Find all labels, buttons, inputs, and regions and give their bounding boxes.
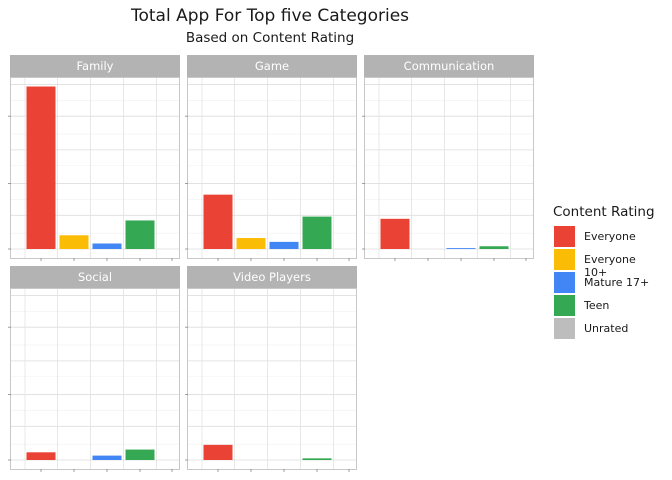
bar <box>380 218 410 249</box>
facet-strip-label: Social <box>10 266 180 288</box>
facet-strip-label: Communication <box>364 55 534 77</box>
bar <box>302 216 332 249</box>
legend-label: Mature 17+ <box>584 276 650 289</box>
chart-title: Total App For Top five Categories <box>130 6 410 26</box>
bar <box>125 449 155 460</box>
facet-chart-svg <box>185 78 356 261</box>
legend-swatch <box>554 226 575 247</box>
facet-chart-svg <box>185 289 356 472</box>
facet-strip-label: Video Players <box>187 266 357 288</box>
legend-label: Everyone 10+ <box>584 253 636 279</box>
bar <box>26 86 56 249</box>
bar <box>446 248 476 249</box>
legend-item: Everyone 10+ <box>553 249 655 279</box>
legend-title: Content Rating <box>553 204 655 220</box>
bar <box>236 238 266 249</box>
bar <box>125 220 155 249</box>
legend-item: Teen <box>553 295 655 318</box>
facet-plot-area <box>10 288 180 470</box>
legend-label: Teen <box>584 299 610 312</box>
bar <box>479 246 509 249</box>
legend-item: Mature 17+ <box>553 272 655 295</box>
legend-item: Unrated <box>553 318 655 341</box>
bar <box>269 241 299 249</box>
facet-strip-label: Game <box>187 55 357 77</box>
legend-swatch <box>554 295 575 316</box>
legend-label: Everyone <box>584 230 636 243</box>
facet-chart-svg <box>8 78 179 261</box>
chart-subtitle: Based on Content Rating <box>185 30 355 46</box>
bar <box>59 235 89 249</box>
facet-chart-svg <box>8 289 179 472</box>
legend: Content Rating Everyone Everyone 10+ Matur… <box>553 204 655 341</box>
bar <box>26 452 56 460</box>
bar <box>92 455 122 460</box>
legend-swatch <box>554 318 575 339</box>
legend-label: Unrated <box>584 322 629 335</box>
bar <box>203 444 233 460</box>
facet-strip-label: Family <box>10 55 180 77</box>
facet-plot-area <box>187 288 357 470</box>
legend-items: Everyone Everyone 10+ Mature 17+ Teen Unrate… <box>553 226 655 341</box>
bar <box>203 194 233 249</box>
legend-item: Everyone <box>553 226 655 249</box>
bar <box>302 458 332 460</box>
legend-swatch <box>554 272 575 293</box>
legend-swatch <box>554 249 575 270</box>
facet-chart-svg <box>362 78 533 261</box>
bar <box>92 243 122 249</box>
